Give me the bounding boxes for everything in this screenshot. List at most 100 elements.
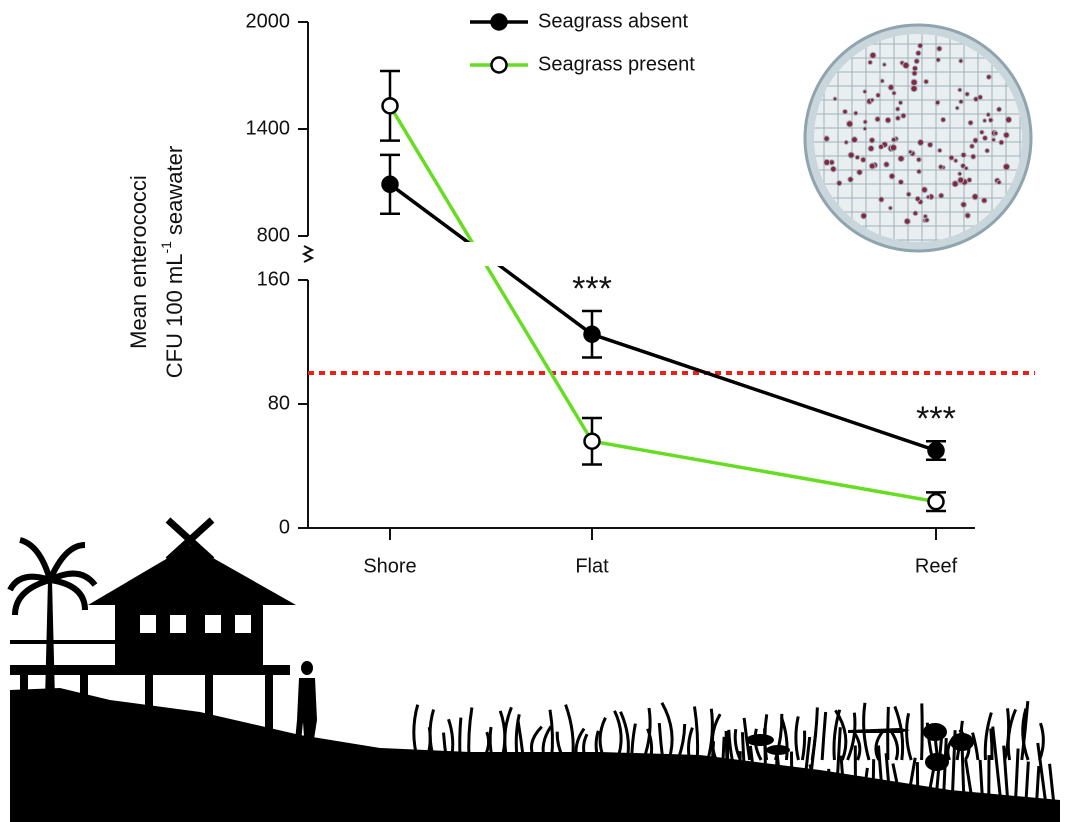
colony	[854, 111, 858, 115]
axis-break	[304, 246, 312, 262]
colony	[986, 113, 990, 117]
colony	[983, 136, 988, 141]
marker	[585, 434, 600, 449]
colony	[982, 198, 987, 203]
colony	[967, 178, 972, 183]
colony	[888, 85, 894, 91]
colony	[843, 109, 848, 114]
colony	[868, 60, 872, 64]
seagrass	[822, 712, 826, 760]
petri-dish	[800, 20, 1040, 260]
x-tick-label: Flat	[575, 555, 609, 577]
legend-marker	[492, 58, 507, 73]
colony	[965, 92, 969, 96]
colony	[917, 169, 922, 174]
colony	[884, 162, 889, 167]
colony	[958, 88, 962, 92]
colony	[896, 116, 901, 121]
significance-label: ***	[916, 400, 956, 438]
y-tick-label: 160	[257, 268, 290, 290]
colony	[898, 156, 904, 162]
colony	[848, 152, 854, 158]
seagrass	[729, 730, 732, 760]
landscape-silhouette	[10, 520, 1060, 822]
colony	[928, 142, 933, 147]
coral	[993, 727, 1001, 800]
colony	[861, 213, 867, 219]
seagrass	[430, 710, 434, 760]
colony	[911, 85, 917, 91]
legend-label: Seagrass present	[538, 53, 695, 75]
colony	[914, 59, 919, 64]
colony	[918, 43, 923, 48]
coral	[739, 751, 740, 800]
colony	[952, 181, 958, 187]
colony	[1006, 117, 1012, 123]
colony	[896, 107, 900, 111]
coral	[1037, 766, 1039, 800]
coral	[1016, 749, 1018, 800]
colony	[863, 127, 867, 131]
colony	[964, 166, 968, 170]
y-tick-label: 800	[257, 224, 290, 246]
marker	[383, 177, 398, 192]
y-tick-label: 0	[279, 516, 290, 538]
y-axis-title-part: CFU 100 mL	[162, 254, 187, 379]
colony	[869, 138, 874, 143]
significance-label: ***	[572, 270, 612, 308]
colony	[959, 59, 963, 63]
colony	[824, 136, 829, 141]
colony	[844, 140, 848, 144]
colony	[903, 62, 909, 68]
y-axis-title-part: seawater	[162, 146, 187, 235]
marker	[383, 98, 398, 113]
colony	[912, 71, 917, 76]
seagrass	[490, 727, 492, 760]
colony	[848, 177, 853, 182]
colony	[917, 157, 922, 162]
colony	[824, 159, 830, 165]
coral	[873, 759, 874, 800]
colony	[973, 138, 978, 143]
colony	[922, 187, 928, 193]
x-tick-label: Reef	[915, 555, 958, 577]
coral	[1026, 762, 1028, 800]
colony	[861, 157, 866, 162]
colony	[988, 118, 993, 123]
colony	[939, 193, 944, 198]
colony	[833, 97, 837, 101]
colony	[831, 166, 837, 172]
y-tick-label: 80	[268, 392, 290, 414]
colony	[958, 172, 962, 176]
seagrass	[907, 713, 912, 760]
colony	[868, 146, 874, 152]
colony	[869, 163, 875, 169]
colony	[961, 152, 966, 157]
colony	[911, 79, 917, 85]
seagrass	[888, 707, 889, 760]
colony	[972, 194, 978, 200]
colony	[941, 117, 946, 122]
marker	[929, 443, 944, 458]
colony	[968, 120, 973, 125]
colony	[985, 149, 989, 153]
colony	[870, 98, 874, 102]
colony	[898, 180, 903, 185]
coral	[1050, 764, 1054, 800]
colony	[851, 137, 857, 143]
colony	[955, 106, 959, 110]
colony	[863, 90, 867, 94]
colony	[891, 137, 896, 142]
colony	[970, 144, 975, 149]
colony	[880, 79, 884, 83]
colony	[915, 196, 920, 201]
colony	[916, 51, 921, 56]
colony	[855, 155, 859, 159]
seagrass	[802, 731, 804, 760]
seagrass	[596, 731, 599, 760]
colony	[926, 195, 930, 199]
colony	[997, 107, 1002, 112]
y-axis-title: Mean enterococci	[126, 175, 151, 349]
colony	[876, 93, 880, 97]
colony	[908, 150, 912, 154]
